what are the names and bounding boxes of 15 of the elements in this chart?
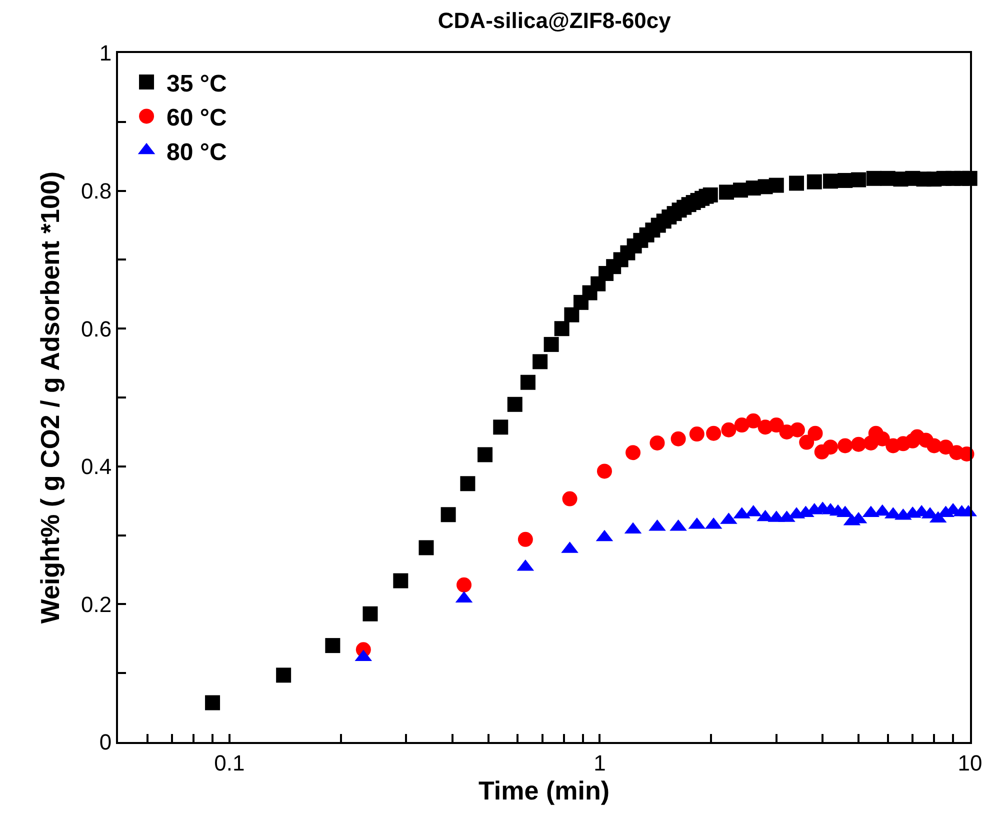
y-tick-label: 1 [99, 40, 112, 66]
legend-label: 60 °C [166, 104, 227, 132]
x-axis-title: Time (min) [478, 775, 610, 806]
x-tick-label: 0.1 [214, 750, 245, 776]
x-tick-label: 10 [958, 750, 982, 776]
y-tick-label: 0.6 [81, 316, 112, 342]
legend-label: 35 °C [166, 70, 227, 98]
y-tick-label: 0 [99, 730, 112, 755]
y-tick-label: 0.4 [81, 454, 112, 480]
y-axis-title: Weight% ( g CO2 / g Adsorbent *100) [34, 171, 65, 624]
legend-label: 80 °C [166, 138, 227, 166]
chart-title: CDA-silica@ZIF8-60cy [438, 8, 672, 33]
x-tick-label: 1 [594, 750, 606, 776]
y-tick-label: 0.2 [81, 592, 112, 617]
y-tick-label: 0.8 [81, 178, 112, 204]
